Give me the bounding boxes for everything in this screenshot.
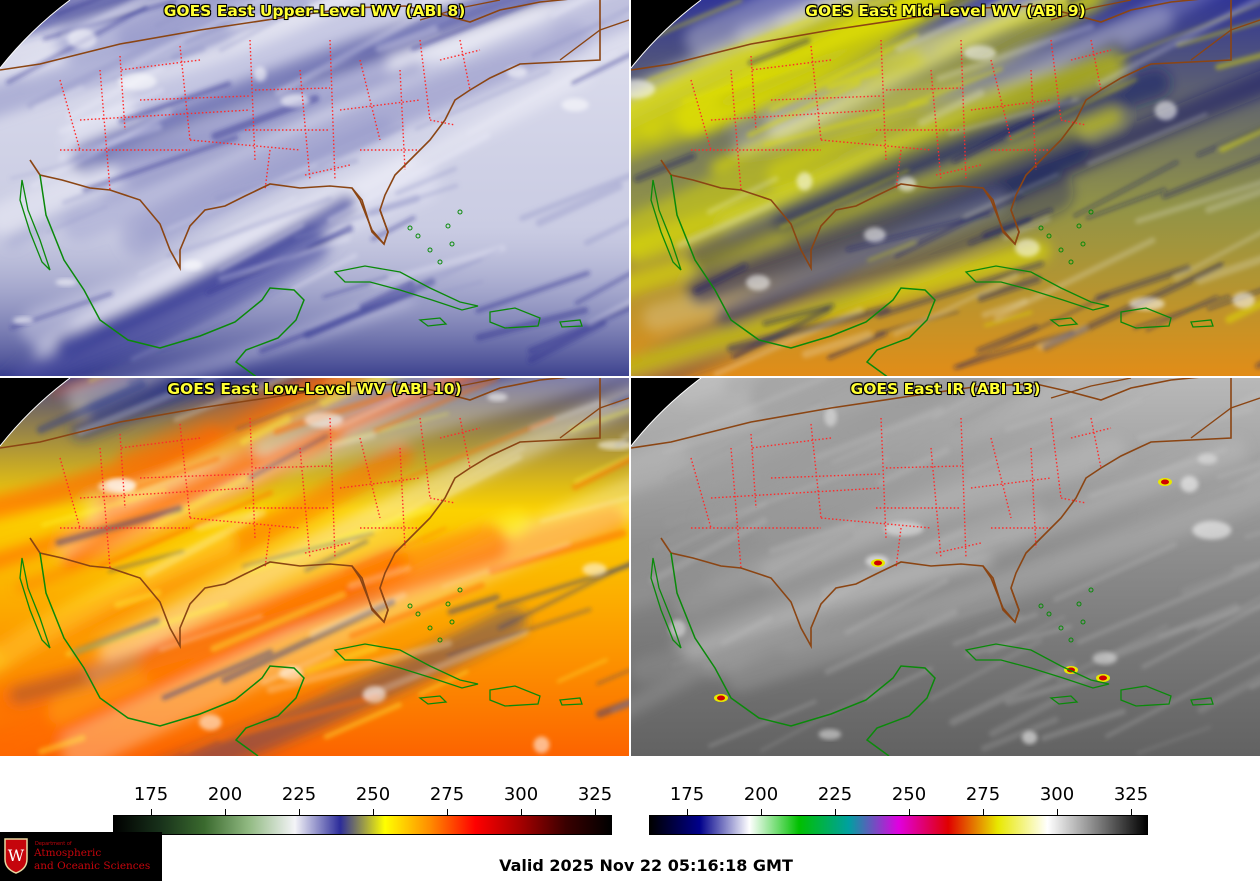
colorbar-tick-mark	[983, 809, 984, 815]
colorbar-tick-label: 175	[133, 784, 169, 805]
infrared-panel: GOES East IR (ABI 13)	[631, 378, 1260, 756]
infrared-colorbar-gradient	[649, 815, 1148, 835]
colorbar-tick-mark	[595, 809, 596, 815]
infrared-colorbar: 175 200 225 250 275 300 325	[649, 784, 1148, 836]
colorbar-tick-mark	[909, 809, 910, 815]
colorbar-tick-mark	[225, 809, 226, 815]
colorbar-tick-mark	[447, 809, 448, 815]
water-vapor-colorbar-gradient	[113, 815, 612, 835]
colorbar-tick-label: 250	[891, 784, 927, 805]
colorbar-tick-mark	[761, 809, 762, 815]
panel-title: GOES East Mid-Level WV (ABI 9)	[805, 2, 1086, 20]
colorbar-tick-mark	[151, 809, 152, 815]
colorbar-tick-mark	[687, 809, 688, 815]
mid-level-wv-image	[631, 0, 1260, 376]
uw-crest-icon: W	[4, 838, 28, 874]
colorbar-tick-mark	[373, 809, 374, 815]
department-label: Department of	[35, 841, 72, 847]
colorbar-tick-label: 175	[669, 784, 705, 805]
colorbar-tick-label: 250	[355, 784, 391, 805]
upper-level-wv-image	[0, 0, 629, 376]
low-level-wv-panel: GOES East Low-Level WV (ABI 10)	[0, 378, 629, 756]
upper-level-wv-panel: GOES East Upper-Level WV (ABI 8)	[0, 0, 629, 376]
panel-title: GOES East IR (ABI 13)	[850, 380, 1041, 398]
colorbar-tick-mark	[1131, 809, 1132, 815]
colorbar-tick-label: 300	[503, 784, 539, 805]
infrared-image	[631, 378, 1260, 756]
colorbar-tick-mark	[835, 809, 836, 815]
colorbar-tick-label: 225	[817, 784, 853, 805]
colorbar-tick-label: 200	[207, 784, 243, 805]
department-name-line1: Atmospheric	[34, 847, 102, 859]
colorbar-tick-mark	[521, 809, 522, 815]
colorbar-tick-label: 225	[281, 784, 317, 805]
water-vapor-colorbar: 175 200 225 250 275 300 325	[113, 784, 612, 836]
svg-text:W: W	[8, 846, 25, 865]
colorbar-tick-label: 200	[743, 784, 779, 805]
valid-time: Valid 2025 Nov 22 05:16:18 GMT	[499, 856, 793, 875]
colorbar-tick-mark	[1057, 809, 1058, 815]
low-level-wv-image	[0, 378, 629, 756]
mid-level-wv-panel: GOES East Mid-Level WV (ABI 9)	[631, 0, 1260, 376]
colorbar-tick-label: 275	[965, 784, 1001, 805]
department-name-line2: and Oceanic Sciences	[34, 860, 151, 872]
panel-title: GOES East Upper-Level WV (ABI 8)	[163, 2, 466, 20]
colorbar-tick-label: 325	[1113, 784, 1149, 805]
panel-title: GOES East Low-Level WV (ABI 10)	[167, 380, 462, 398]
colorbar-tick-label: 325	[577, 784, 613, 805]
colorbar-tick-label: 275	[429, 784, 465, 805]
colorbar-tick-mark	[299, 809, 300, 815]
aos-logo: W Department of Atmospheric and Oceanic …	[0, 832, 162, 881]
colorbar-tick-label: 300	[1039, 784, 1075, 805]
